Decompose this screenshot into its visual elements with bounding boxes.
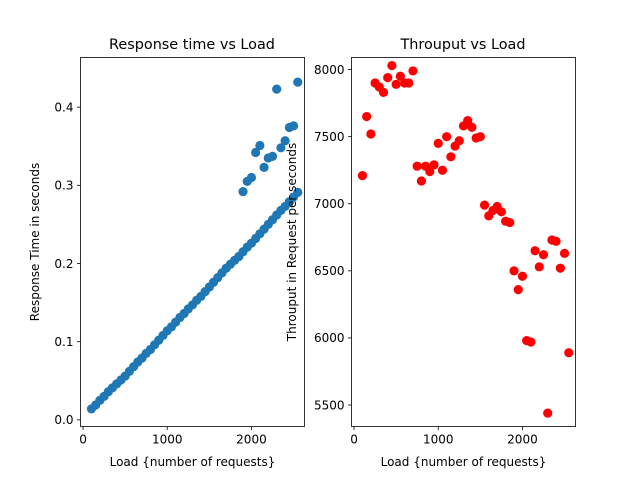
throughput-point [446,152,456,162]
response-time-subplot: Response time vs Load 0 1000 2000 0.00.10.… [28,37,305,469]
response-time-y-tick-label: 0.3 [54,179,73,193]
response-time-y-tick-label: 0.2 [54,257,73,271]
throughput-axes-frame [351,57,576,427]
response-time-x-tick-label: 2000 [236,433,267,447]
response-time-point [293,77,303,87]
throughput-y-tick-label: 5500 [314,398,345,412]
throughput-point [509,266,519,276]
response-time-point [238,186,248,197]
throughput-point [517,271,528,281]
response-time-y-label: Response Time in seconds [28,163,42,321]
throughput-subplot: Throuput vs Load 0 1000 2000 5500 6000 6500 7… [285,37,576,469]
response-time-x-label: Load {number of requests} [110,455,276,469]
response-time-x-tick-label: 0 [79,433,87,447]
throughput-point [362,111,372,122]
throughput-point [513,285,523,295]
response-time-point [251,147,261,158]
throughput-x-tick-label: 1000 [423,433,454,447]
throughput-point [534,262,544,272]
response-time-point [246,172,257,183]
throughput-y-tick-label: 8000 [314,63,345,77]
throughput-point [378,87,389,97]
response-time-point [293,187,303,197]
response-time-point [288,121,299,131]
throughput-point [383,73,393,83]
throughput-point [530,246,540,256]
throughput-points [357,60,574,418]
throughput-x-ticks: 0 1000 2000 [350,426,538,447]
throughput-point [555,263,565,273]
throughput-y-tick-label: 6500 [314,264,345,278]
throughput-point [387,60,397,71]
response-time-point [272,84,282,94]
throughput-point [564,348,574,358]
response-time-y-tick-label: 0.0 [54,413,73,427]
throughput-point [433,138,443,148]
throughput-point [496,207,506,217]
throughput-point [454,136,464,146]
throughput-y-ticks: 5500 6000 6500 7000 7500 8000 [314,63,352,412]
throughput-point [416,176,426,186]
throughput-point [505,217,515,228]
throughput-point [408,66,418,76]
response-time-point [280,136,290,146]
response-time-y-tick-label: 0.4 [54,100,73,114]
throughput-point [412,161,422,171]
response-time-point [259,162,269,172]
throughput-point [467,122,477,132]
throughput-x-label: Load {number of requests} [381,455,547,469]
response-time-x-ticks: 0 1000 2000 [79,426,267,447]
throughput-point [442,132,452,142]
throughput-x-tick-label: 0 [350,433,358,447]
throughput-y-tick-label: 6000 [314,331,345,345]
throughput-x-tick-label: 2000 [507,433,538,447]
response-time-point [255,140,265,151]
throughput-title: Throuput vs Load [399,37,525,53]
throughput-y-label: Throuput in Request per seconds [285,143,299,342]
throughput-point [538,250,549,260]
response-time-point [267,151,278,161]
throughput-point [366,129,376,139]
throughput-point [479,200,490,210]
throughput-point [391,79,401,89]
throughput-point [475,132,485,142]
response-time-point [276,143,286,153]
response-time-y-tick-label: 0.1 [54,335,73,349]
throughput-point [543,408,553,418]
throughput-point [437,165,448,175]
throughput-point [463,115,473,126]
throughput-point [526,337,536,347]
response-time-title: Response time vs Load [109,37,275,53]
throughput-point [551,236,561,246]
response-time-points [86,77,303,414]
throughput-point [429,160,439,170]
throughput-point [559,248,570,259]
response-time-x-tick-label: 1000 [152,433,183,447]
throughput-point [395,71,405,81]
response-time-axes-frame [80,57,305,427]
throughput-point [357,170,368,181]
throughput-point [404,78,414,88]
throughput-y-tick-label: 7000 [314,197,345,211]
throughput-y-tick-label: 7500 [314,130,345,144]
response-time-y-ticks: 0.0 0.1 0.2 0.3 0.4 [54,100,81,427]
throughput-point [425,166,435,177]
